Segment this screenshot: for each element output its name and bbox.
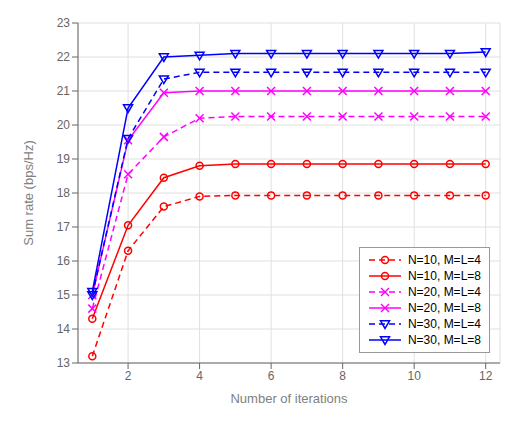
html-text:N=30, M=L=8: N=30, M=L=8 bbox=[407, 333, 481, 347]
svg-text:15: 15 bbox=[57, 288, 71, 302]
svg-text:6: 6 bbox=[268, 369, 275, 383]
svg-text:17: 17 bbox=[57, 220, 71, 234]
svg-text:2: 2 bbox=[125, 369, 132, 383]
svg-text:23: 23 bbox=[57, 16, 71, 30]
svg-text:18: 18 bbox=[57, 186, 71, 200]
svg-text:4: 4 bbox=[196, 369, 203, 383]
html-text:N=20, M=L=8: N=20, M=L=8 bbox=[407, 301, 481, 315]
html-text:N=20, M=L=4: N=20, M=L=4 bbox=[407, 285, 481, 299]
svg-text:16: 16 bbox=[57, 254, 71, 268]
svg-text:21: 21 bbox=[57, 84, 71, 98]
svg-text:8: 8 bbox=[339, 369, 346, 383]
svg-text:12: 12 bbox=[479, 369, 493, 383]
svg-text:Number of iterations: Number of iterations bbox=[230, 391, 348, 406]
svg-text:19: 19 bbox=[57, 152, 71, 166]
svg-text:14: 14 bbox=[57, 322, 71, 336]
html-text:N=30, M=L=4: N=30, M=L=4 bbox=[407, 317, 481, 331]
html-text:N=10, M=L=8: N=10, M=L=8 bbox=[407, 269, 481, 283]
svg-text:10: 10 bbox=[407, 369, 421, 383]
svg-text:13: 13 bbox=[57, 356, 71, 370]
svg-text:22: 22 bbox=[57, 50, 71, 64]
svg-text:Sum rate (bps/Hz): Sum rate (bps/Hz) bbox=[21, 140, 36, 245]
svg-text:20: 20 bbox=[57, 118, 71, 132]
html-text:N=10, M=L=4: N=10, M=L=4 bbox=[407, 253, 481, 267]
